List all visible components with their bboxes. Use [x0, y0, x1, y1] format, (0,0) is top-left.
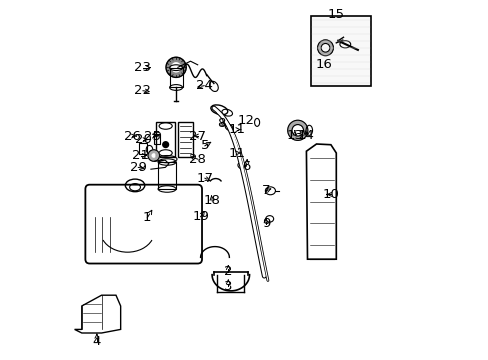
Text: 2: 2 — [224, 265, 232, 278]
Text: 28: 28 — [189, 153, 206, 166]
Text: 14: 14 — [297, 129, 313, 141]
Text: 23: 23 — [134, 61, 151, 74]
Bar — [156, 122, 175, 157]
Text: 11: 11 — [227, 123, 244, 136]
Text: 6: 6 — [242, 160, 250, 173]
Bar — [139, 143, 147, 154]
Text: 11: 11 — [227, 147, 244, 159]
Text: 20: 20 — [134, 133, 151, 146]
Text: 16: 16 — [315, 58, 331, 71]
Text: 17: 17 — [196, 172, 213, 185]
Text: 24: 24 — [195, 79, 212, 92]
Text: 15: 15 — [327, 8, 344, 21]
Text: 10: 10 — [322, 188, 339, 201]
Bar — [158, 162, 176, 189]
Text: 3: 3 — [224, 280, 232, 293]
Bar — [153, 134, 160, 144]
Text: 9: 9 — [262, 217, 270, 230]
Bar — [169, 68, 182, 87]
Text: 18: 18 — [203, 194, 220, 207]
Text: 27: 27 — [189, 130, 206, 143]
Bar — [178, 122, 193, 157]
Text: 26: 26 — [123, 130, 141, 143]
Text: 8: 8 — [217, 117, 225, 130]
Text: 21: 21 — [132, 149, 149, 162]
Text: 7: 7 — [261, 184, 270, 197]
Text: 19: 19 — [192, 210, 208, 223]
Text: 22: 22 — [134, 84, 151, 97]
Text: 12: 12 — [237, 114, 254, 127]
Text: 4: 4 — [93, 335, 101, 348]
Text: 1: 1 — [143, 211, 151, 224]
Text: 25: 25 — [144, 130, 161, 143]
Text: 29: 29 — [130, 161, 146, 174]
Text: 13: 13 — [286, 129, 303, 141]
Bar — [310, 16, 370, 86]
Circle shape — [163, 142, 168, 148]
Text: 5: 5 — [200, 139, 209, 152]
